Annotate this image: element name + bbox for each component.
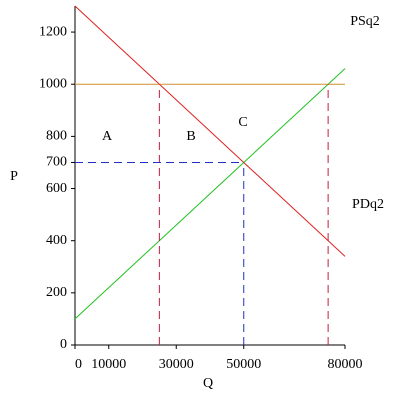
x-tick-label: 10000 — [91, 357, 126, 372]
y-tick-label: 600 — [46, 181, 67, 196]
annotation: A — [102, 129, 113, 144]
x-tick-label: 0 — [75, 357, 82, 372]
y-tick-label: 200 — [46, 285, 67, 300]
line — [74, 5, 346, 257]
annotation: PDq2 — [352, 197, 384, 212]
annotation: B — [186, 129, 195, 144]
x-tick-label: 30000 — [159, 357, 194, 372]
annotation: C — [238, 115, 247, 130]
y-tick-label: 0 — [60, 337, 67, 352]
y-tick-label: 1200 — [39, 24, 67, 39]
annotation: PSq2 — [350, 14, 380, 29]
y-tick-label: 1000 — [39, 76, 67, 91]
x-axis-label: Q — [203, 376, 213, 391]
y-axis-label: P — [10, 169, 18, 184]
line — [74, 68, 346, 320]
y-tick-label: 800 — [46, 129, 67, 144]
x-tick-label: 80000 — [328, 357, 363, 372]
x-tick-label: 50000 — [226, 357, 261, 372]
y-tick-label: 700 — [46, 155, 67, 170]
y-tick-label: 400 — [46, 233, 67, 248]
